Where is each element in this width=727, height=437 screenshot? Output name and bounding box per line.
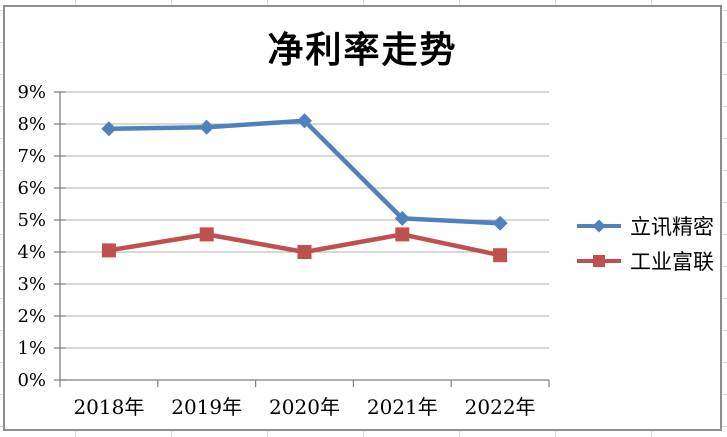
worksheet-gridline — [651, 430, 652, 437]
legend-diamond-marker-icon — [577, 219, 621, 233]
worksheet-gridline — [0, 298, 3, 299]
legend: 立讯精密 工业富联 — [576, 212, 714, 275]
worksheet-gridline — [0, 10, 3, 11]
legend-square-marker-icon — [577, 255, 621, 267]
worksheet-gridline — [721, 266, 727, 267]
worksheet-gridline — [0, 170, 3, 171]
worksheet-gridline — [0, 202, 3, 203]
worksheet-gridline — [721, 42, 727, 43]
legend-label-series-1: 立讯精密 — [630, 215, 714, 239]
worksheet-gridline — [267, 430, 268, 437]
worksheet-gridline — [721, 170, 727, 171]
worksheet-gridline — [721, 426, 727, 427]
worksheet-gridline — [171, 0, 172, 5]
legend-diamond-glyph — [592, 219, 606, 233]
worksheet-gridline — [0, 106, 3, 107]
worksheet-gridline — [363, 0, 364, 5]
worksheet-gridline — [0, 330, 3, 331]
legend-item-series-2: 工业富联 — [576, 247, 714, 275]
worksheet-gridline — [171, 430, 172, 437]
worksheet-gridline — [721, 234, 727, 235]
worksheet-gridline — [721, 394, 727, 395]
worksheet-gridline — [721, 298, 727, 299]
legend-square-glyph — [593, 255, 605, 267]
worksheet-gridline — [0, 394, 3, 395]
worksheet-gridline — [721, 106, 727, 107]
worksheet-gridline — [0, 426, 3, 427]
legend-label-series-2: 工业富联 — [630, 250, 714, 274]
worksheet-gridline — [0, 234, 3, 235]
worksheet-gridline — [0, 74, 3, 75]
worksheet-gridline — [0, 266, 3, 267]
worksheet-gridline — [651, 0, 652, 5]
worksheet-gridline — [0, 362, 3, 363]
worksheet-gridline — [721, 10, 727, 11]
worksheet-gridline — [721, 138, 727, 139]
worksheet-gridline — [75, 0, 76, 5]
legend-item-series-1: 立讯精密 — [576, 212, 714, 240]
worksheet-gridline — [555, 430, 556, 437]
worksheet-gridline — [721, 74, 727, 75]
worksheet-gridline — [721, 330, 727, 331]
worksheet-gridline — [555, 0, 556, 5]
worksheet-gridline — [75, 430, 76, 437]
worksheet-gridline — [721, 202, 727, 203]
worksheet-gridline — [267, 0, 268, 5]
worksheet-gridline — [459, 430, 460, 437]
chart-area[interactable]: 净利率走势 立讯精密 工业富联 — [3, 5, 722, 431]
worksheet-gridline — [721, 362, 727, 363]
chart-title: 净利率走势 — [267, 29, 458, 71]
worksheet-gridline — [0, 42, 3, 43]
worksheet-gridline — [0, 138, 3, 139]
worksheet-gridline — [459, 0, 460, 5]
worksheet-gridline — [363, 430, 364, 437]
